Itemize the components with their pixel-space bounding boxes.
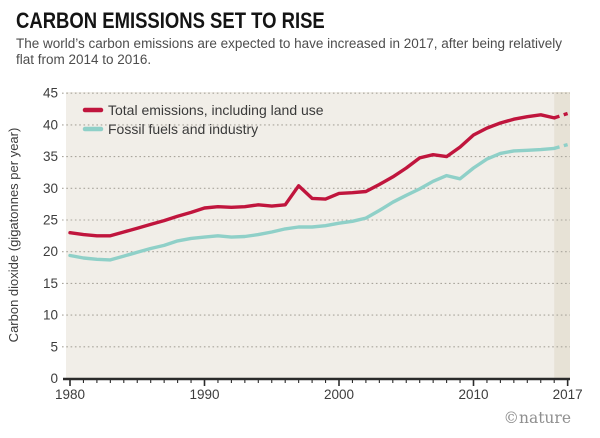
chart-title: CARBON EMISSIONS SET TO RISE — [16, 8, 325, 33]
plot-background — [66, 92, 570, 378]
series-line-1 — [68, 146, 556, 262]
series-line-1-projection — [553, 142, 569, 151]
series-lines — [68, 111, 569, 262]
projection-band — [554, 92, 570, 378]
y-axis-labels: 0 5 10 15 20 25 30 35 40 45 — [43, 86, 58, 386]
x-tick-label: 2010 — [458, 387, 488, 402]
nature-credit: ©nature — [503, 409, 571, 427]
legend: Total emissions, including land use Foss… — [82, 102, 324, 137]
chart-subtitle-line2: flat from 2014 to 2016. — [16, 52, 152, 68]
y-tick-label: 30 — [43, 181, 58, 196]
y-tick-label: 15 — [43, 276, 58, 291]
legend-label-total: Total emissions, including land use — [108, 102, 324, 118]
y-tick-label: 40 — [43, 117, 58, 132]
y-tick-label: 45 — [43, 86, 58, 101]
series-line-0 — [68, 113, 556, 238]
chart-subtitle: The world’s carbon emissions are expecte… — [16, 36, 592, 69]
y-tick-label: 25 — [43, 213, 58, 228]
x-axis-ticks — [69, 380, 569, 386]
y-tick-label: 0 — [50, 371, 58, 386]
x-axis-labels: 1980 1990 2000 2010 2017 — [55, 387, 583, 402]
gridlines — [62, 92, 570, 348]
x-tick-label: 2017 — [553, 387, 583, 402]
x-tick-label: 1980 — [55, 387, 85, 402]
chart-subtitle-line1: The world’s carbon emissions are expecte… — [16, 36, 563, 51]
x-tick-label: 1990 — [189, 387, 219, 402]
projection-band-layer — [554, 92, 570, 378]
y-tick-label: 5 — [50, 339, 58, 354]
series-line-0-projection — [553, 111, 569, 120]
y-tick-label: 20 — [43, 244, 58, 259]
y-tick-label: 10 — [43, 308, 58, 323]
y-tick-label: 35 — [43, 149, 58, 164]
x-tick-label: 2000 — [324, 387, 354, 402]
legend-label-fossil: Fossil fuels and industry — [108, 121, 258, 137]
y-axis-title: Carbon dioxide (gigatonnes per year) — [6, 128, 21, 343]
